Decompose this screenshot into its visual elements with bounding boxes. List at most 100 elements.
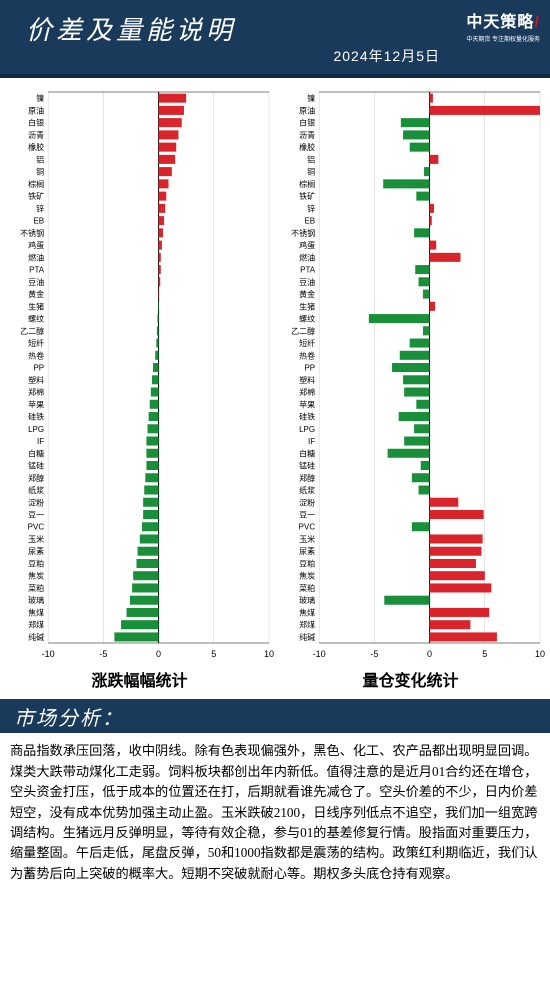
bar (146, 449, 158, 458)
category-label: 橡胶 (28, 142, 44, 152)
category-label: 硅铁 (28, 412, 44, 422)
bar (158, 302, 159, 311)
bar (136, 559, 158, 568)
bar (401, 118, 430, 127)
category-label: 白糖 (28, 448, 44, 458)
bar (410, 339, 430, 348)
category-label: PVC (28, 523, 45, 532)
category-label: PP (33, 364, 44, 373)
category-label: 玉米 (299, 534, 315, 544)
header-bar: 价差及量能说明 2024年12月5日 中天策略/ 中天期货 专注期权量化服务 (0, 0, 550, 78)
category-label: 白银 (28, 118, 44, 128)
bar (144, 485, 158, 494)
bar (133, 571, 158, 580)
bar (430, 559, 476, 568)
bar (424, 167, 430, 176)
bar (414, 424, 429, 433)
category-label: 黄金 (299, 289, 315, 299)
category-label: 硅铁 (299, 412, 315, 422)
bar (414, 228, 429, 237)
category-label: 铁矿 (28, 191, 44, 201)
bar (430, 302, 436, 311)
bar (155, 351, 158, 360)
bar (416, 192, 429, 201)
bar (369, 314, 430, 323)
category-label: 铁矿 (299, 191, 315, 201)
brand-sub: 中天期货 专注期权量化服务 (466, 34, 540, 43)
right-chart-title: 量仓变化统计 (275, 667, 546, 691)
bar (159, 290, 160, 299)
category-label: 乙二醇 (20, 326, 44, 336)
category-label: 燃油 (299, 252, 315, 262)
bar (159, 130, 179, 139)
bar (159, 241, 162, 250)
category-label: 铜 (36, 167, 44, 177)
category-label: 塑料 (299, 375, 315, 385)
bar (430, 498, 459, 507)
category-label: 焦煤 (299, 607, 315, 617)
bar (430, 608, 490, 617)
bar (159, 155, 176, 164)
category-label: 焦煤 (28, 607, 44, 617)
bar (130, 596, 159, 605)
category-label: 乙二醇 (291, 326, 315, 336)
bar (404, 388, 429, 397)
bar (430, 510, 484, 519)
bar (430, 534, 483, 543)
bar (159, 192, 167, 201)
category-label: 原油 (299, 105, 315, 115)
left-chart-svg: -10-50510镍原油白银沥青橡胶铝铜棕榈铁矿锌EB不锈钢鸡蛋燃油PTA豆油黄… (4, 84, 275, 665)
category-label: 塑料 (28, 375, 44, 385)
category-label: 棕榈 (299, 179, 315, 189)
category-label: 锌 (36, 203, 44, 213)
bar (146, 461, 158, 470)
category-label: 不锈钢 (20, 228, 44, 238)
category-label: 短纤 (299, 338, 315, 348)
bar (150, 400, 159, 409)
category-label: 铝 (36, 154, 44, 164)
bar (430, 547, 482, 556)
bar (146, 436, 158, 445)
bar (430, 216, 432, 225)
category-label: 郑煤 (28, 620, 44, 630)
bar (159, 253, 161, 262)
section-title: 市场分析： (14, 702, 124, 731)
category-label: 白糖 (299, 448, 315, 458)
charts-row: -10-50510镍原油白银沥青橡胶铝铜棕榈铁矿锌EB不锈钢鸡蛋燃油PTA豆油黄… (0, 78, 550, 693)
bar (430, 204, 434, 213)
bar (400, 351, 430, 360)
category-label: 镍 (36, 93, 44, 103)
bar (153, 363, 159, 372)
category-label: 生猪 (28, 301, 44, 311)
category-label: 黄金 (28, 289, 44, 299)
category-label: 纸浆 (299, 485, 315, 495)
category-label: 白银 (299, 118, 315, 128)
svg-text:10: 10 (535, 649, 545, 659)
bar (148, 424, 159, 433)
svg-text:-10: -10 (313, 649, 326, 659)
bar (152, 375, 159, 384)
category-label: 玻璃 (28, 595, 44, 605)
svg-text:0: 0 (427, 649, 432, 659)
category-label: 棕榈 (28, 179, 44, 189)
category-label: 镍 (307, 93, 315, 103)
bar (430, 155, 439, 164)
bar (415, 265, 429, 274)
bar (430, 106, 540, 115)
bar (156, 339, 158, 348)
category-label: 纯碱 (28, 632, 44, 642)
right-chart: -10-50510镍原油白银沥青橡胶铝铜棕榈铁矿锌EB不锈钢鸡蛋燃油PTA豆油黄… (275, 84, 546, 691)
bar (159, 143, 177, 152)
svg-text:5: 5 (211, 649, 216, 659)
page-title: 价差及量能说明 (26, 10, 236, 47)
category-label: 生猪 (299, 301, 315, 311)
svg-text:-5: -5 (370, 649, 378, 659)
bar (159, 118, 182, 127)
category-label: 焦炭 (299, 571, 315, 581)
bar (159, 94, 187, 103)
bar (157, 326, 159, 335)
svg-text:-10: -10 (42, 649, 55, 659)
left-chart: -10-50510镍原油白银沥青橡胶铝铜棕榈铁矿锌EB不锈钢鸡蛋燃油PTA豆油黄… (4, 84, 275, 691)
bar (423, 326, 430, 335)
category-label: EB (304, 217, 315, 226)
